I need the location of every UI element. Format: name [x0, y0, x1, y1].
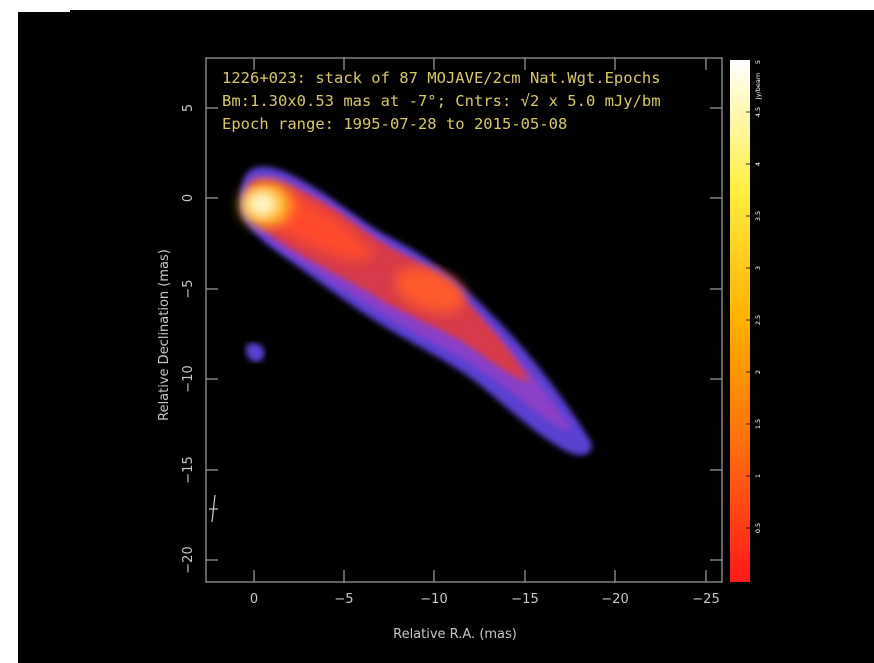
y-axis — [206, 107, 722, 561]
y-tick-label: −10 — [181, 365, 196, 392]
x-tick-label: −15 — [511, 592, 538, 607]
colorbar-tick-label: 0.5 — [754, 523, 762, 533]
core-bright — [246, 191, 278, 217]
colorbar-unit-label: Jy/beam — [754, 73, 762, 100]
y-axis-label: Relative Declination (mas) — [157, 249, 172, 421]
y-tick-label: 5 — [181, 104, 196, 112]
colorbar-tick-label: 2 — [754, 370, 762, 374]
x-tick-label: 0 — [250, 592, 258, 607]
isolated-blob — [245, 343, 265, 362]
colorbar-tick-label: 1 — [754, 474, 762, 478]
beam-cross-icon — [209, 494, 218, 523]
colorbar-tick-label: 5 — [754, 60, 762, 64]
colorbar-tick-label: 1.5 — [754, 419, 762, 429]
annotation-line-3: Epoch range: 1995-07-28 to 2015-05-08 — [222, 115, 567, 133]
y-tick-label: 0 — [181, 194, 196, 202]
annotation-line-2: Bm:1.30x0.53 mas at -7°; Cntrs: √2 x 5.0… — [222, 92, 661, 110]
x-axis — [253, 58, 707, 582]
colorbar-tick-label: 4 — [754, 162, 762, 166]
colorbar — [730, 60, 750, 582]
colorbar-tick-label: 4.5 — [754, 107, 762, 117]
frame-edge-marker — [18, 10, 70, 12]
x-tick-label: −10 — [420, 592, 447, 607]
x-axis-label: Relative R.A. (mas) — [393, 627, 517, 642]
jet-knot-feature — [395, 267, 465, 313]
x-tick-label: −25 — [692, 592, 719, 607]
y-tick-label: −15 — [181, 456, 196, 483]
x-tick-label: −20 — [601, 592, 628, 607]
y-tick-label: −5 — [181, 279, 196, 298]
colorbar-tick-label: 3.5 — [754, 211, 762, 221]
y-tick-label: −20 — [181, 546, 196, 573]
colorbar-tick-label: 2.5 — [754, 315, 762, 325]
plot-frame — [205, 57, 723, 583]
annotation-line-1: 1226+023: stack of 87 MOJAVE/2cm Nat.Wgt… — [222, 69, 661, 87]
colorbar-tick-label: 3 — [754, 266, 762, 270]
x-tick-label: −5 — [334, 592, 353, 607]
jet-emission — [240, 166, 592, 456]
colorbar-ticks — [746, 111, 750, 529]
